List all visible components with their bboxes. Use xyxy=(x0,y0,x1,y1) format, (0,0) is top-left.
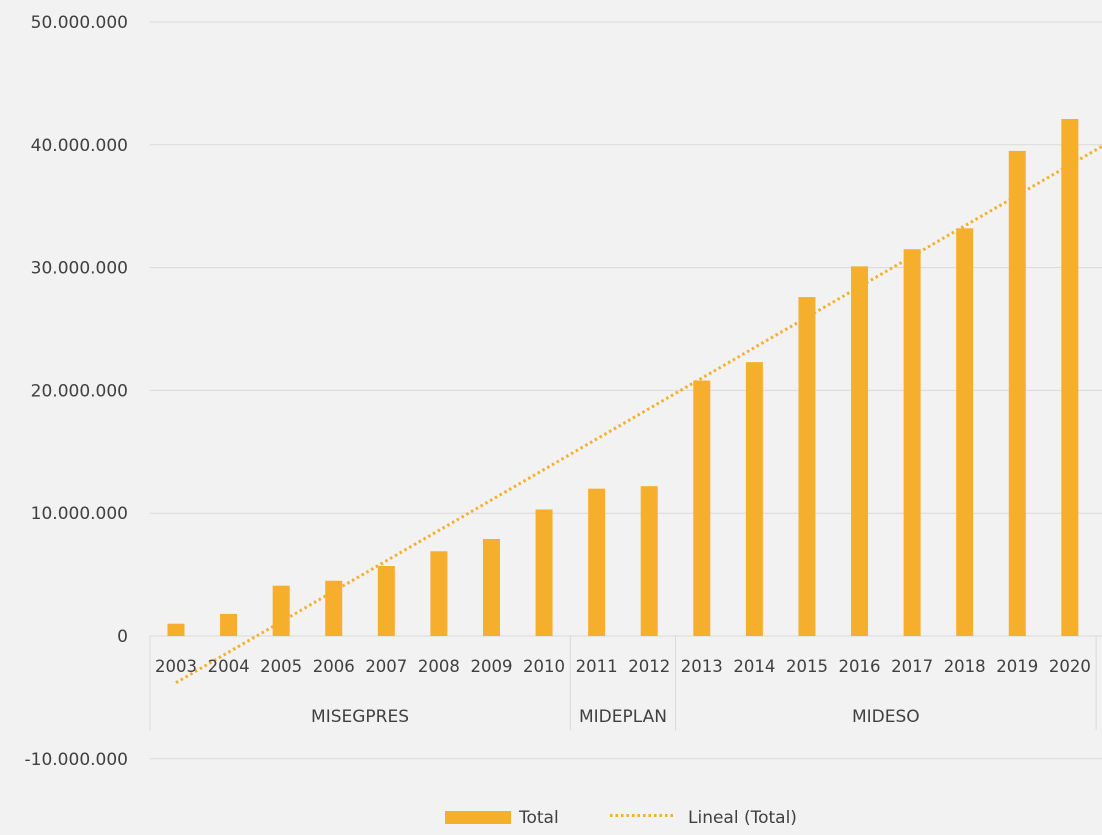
trendline xyxy=(175,144,1102,684)
x-tick-label: 2019 xyxy=(996,657,1038,676)
group-label: MISEGPRES xyxy=(311,707,409,727)
bar-series-total xyxy=(167,119,1079,636)
x-tick-label: 2013 xyxy=(681,657,723,676)
y-tick-label: 0 xyxy=(117,627,128,647)
bar-2005 xyxy=(272,585,290,636)
x-tick-label: 2009 xyxy=(470,657,512,676)
bar-2010 xyxy=(535,509,553,636)
x-tick-label: 2015 xyxy=(786,657,828,676)
x-tick-label: 2004 xyxy=(208,657,250,676)
bar-2018 xyxy=(956,228,974,636)
x-tick-label: 2014 xyxy=(733,657,775,676)
legend-label-total: Total xyxy=(518,808,559,828)
x-tick-label: 2020 xyxy=(1049,657,1091,676)
bar-2020 xyxy=(1061,119,1079,636)
group-label: MIDESO xyxy=(852,707,920,727)
category-groups: MISEGPRESMIDEPLANMIDESOMID xyxy=(311,707,920,727)
x-axis-tick-labels: 2003 2004 2005 2006 2007 2008 2009 2010 2011 2012… xyxy=(155,657,1091,676)
legend: Total Lineal (Total) xyxy=(445,808,797,828)
x-axis xyxy=(149,635,1102,730)
x-tick-label: 2011 xyxy=(576,657,618,676)
y-tick-label: 10.000.000 xyxy=(31,504,128,524)
bar-2007 xyxy=(377,566,395,636)
x-tick-label: 2008 xyxy=(418,657,460,676)
y-tick-label: 40.000.000 xyxy=(31,136,128,156)
x-tick-label: 2006 xyxy=(313,657,355,676)
bar-2019 xyxy=(1008,150,1026,636)
bar-2016 xyxy=(851,266,869,636)
bar-2017 xyxy=(903,249,921,636)
bar-2013 xyxy=(693,380,711,636)
y-axis-tick-labels: 50.000.000 40.000.000 30.000.000 20.000.000… xyxy=(25,13,128,770)
legend-label-trendline: Lineal (Total) xyxy=(688,808,797,828)
bar-2014 xyxy=(745,362,763,636)
bar-2015 xyxy=(798,297,816,636)
bar-2009 xyxy=(482,538,500,636)
x-tick-label: 2007 xyxy=(365,657,407,676)
bar-2012 xyxy=(640,486,658,636)
bar-2011 xyxy=(588,488,606,636)
x-tick-label: 2016 xyxy=(839,657,881,676)
y-tick-label: -10.000.000 xyxy=(25,750,128,770)
y-tick-label: 50.000.000 xyxy=(31,13,128,33)
x-tick-label: 2018 xyxy=(944,657,986,676)
y-tick-label: 20.000.000 xyxy=(31,381,128,401)
x-tick-label: 2017 xyxy=(891,657,933,676)
x-tick-label: 2003 xyxy=(155,657,197,676)
group-label: MIDEPLAN xyxy=(579,707,667,727)
bar-2004 xyxy=(220,613,238,636)
y-tick-label: 30.000.000 xyxy=(31,259,128,279)
x-tick-label: 2012 xyxy=(628,657,670,676)
x-tick-label: 2010 xyxy=(523,657,565,676)
bar-2003 xyxy=(167,623,185,636)
trendline-linear xyxy=(175,144,1102,684)
x-tick-label: 2005 xyxy=(260,657,302,676)
bar-2008 xyxy=(430,551,448,636)
legend-swatch-total xyxy=(445,811,511,824)
